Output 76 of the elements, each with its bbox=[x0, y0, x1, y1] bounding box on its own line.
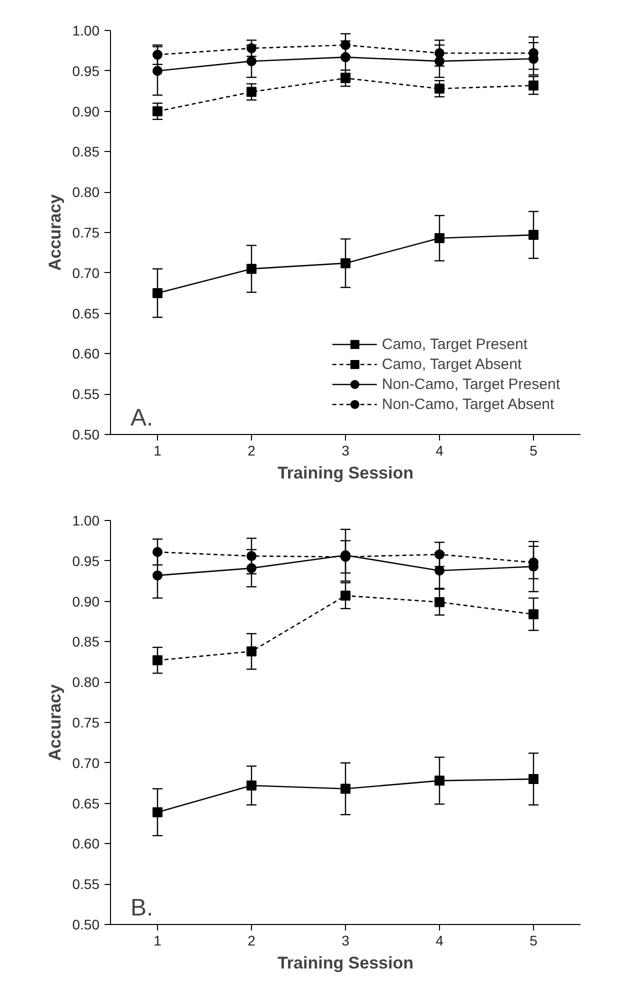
point bbox=[152, 655, 162, 666]
y-tick-label: 0.80 bbox=[72, 674, 100, 690]
point bbox=[528, 80, 538, 90]
point bbox=[246, 563, 256, 574]
point bbox=[246, 86, 256, 97]
point bbox=[340, 40, 350, 50]
y-tick-label: 0.65 bbox=[72, 305, 100, 322]
point bbox=[246, 780, 256, 791]
point bbox=[246, 646, 256, 656]
y-tick-label: 0.70 bbox=[72, 264, 100, 281]
x-tick-label: 1 bbox=[154, 932, 162, 948]
x-tick-label: 2 bbox=[248, 442, 256, 458]
y-tick-label: 0.95 bbox=[72, 552, 100, 569]
point bbox=[528, 230, 538, 240]
y-tick-label: 0.85 bbox=[72, 144, 100, 160]
point bbox=[340, 52, 350, 62]
x-tick-label: 4 bbox=[436, 442, 444, 458]
legend-label: Camo, Target Absent bbox=[382, 356, 522, 372]
y-tick-label: 0.95 bbox=[72, 62, 100, 79]
point bbox=[434, 233, 444, 244]
x-tick-label: 2 bbox=[248, 932, 256, 948]
point bbox=[152, 66, 162, 76]
y-tick-label: 0.75 bbox=[72, 224, 100, 240]
point bbox=[528, 774, 538, 784]
x-axis-title: Training Session bbox=[277, 954, 414, 972]
point bbox=[434, 566, 444, 576]
y-tick-label: 0.85 bbox=[72, 634, 100, 650]
y-tick-label: 0.80 bbox=[72, 184, 100, 200]
legend-label: Camo, Target Present bbox=[382, 336, 528, 352]
y-tick-label: 0.75 bbox=[72, 714, 100, 730]
x-tick-label: 3 bbox=[342, 442, 350, 458]
y-tick-label: 0.90 bbox=[72, 103, 100, 120]
y-tick-label: 0.50 bbox=[72, 916, 100, 932]
point bbox=[246, 43, 256, 54]
point bbox=[340, 73, 350, 84]
point bbox=[434, 84, 444, 94]
y-tick-label: 0.90 bbox=[72, 593, 100, 610]
point bbox=[434, 597, 444, 608]
point bbox=[152, 288, 162, 298]
y-tick-label: 0.55 bbox=[72, 876, 100, 892]
y-tick-label: 0.70 bbox=[72, 754, 100, 771]
point bbox=[340, 784, 350, 794]
y-tick-label: 0.50 bbox=[72, 426, 100, 442]
point bbox=[246, 551, 256, 562]
annotation: B. bbox=[130, 894, 154, 922]
legend-label: Non-Camo, Target Present bbox=[382, 376, 560, 392]
point bbox=[340, 590, 350, 601]
legend-label: Non-Camo, Target Absent bbox=[382, 396, 554, 412]
y-tick-label: 0.65 bbox=[72, 795, 100, 812]
x-tick-label: 5 bbox=[530, 442, 538, 458]
x-tick-label: 1 bbox=[154, 442, 162, 458]
point bbox=[152, 547, 162, 558]
y-tick-label: 1.00 bbox=[72, 22, 100, 38]
point bbox=[246, 56, 256, 66]
annotation: A. bbox=[130, 404, 154, 432]
y-axis-title: Accuracy bbox=[45, 194, 64, 271]
point bbox=[152, 106, 162, 116]
point bbox=[434, 48, 444, 58]
point bbox=[340, 258, 350, 268]
y-tick-label: 1.00 bbox=[72, 512, 100, 528]
y-tick-label: 0.55 bbox=[72, 386, 100, 402]
point bbox=[152, 50, 162, 60]
y-axis-title: Accuracy bbox=[45, 684, 64, 761]
point bbox=[246, 264, 256, 274]
y-tick-label: 0.60 bbox=[72, 346, 100, 362]
y-tick-label: 0.60 bbox=[72, 836, 100, 852]
x-axis-title: Training Session bbox=[277, 464, 414, 482]
point bbox=[434, 549, 444, 560]
x-tick-label: 5 bbox=[530, 932, 538, 948]
x-tick-label: 4 bbox=[436, 932, 444, 948]
point bbox=[434, 776, 444, 786]
point bbox=[434, 56, 444, 66]
point bbox=[528, 609, 538, 620]
x-tick-label: 3 bbox=[342, 932, 350, 948]
point bbox=[152, 570, 162, 580]
point bbox=[152, 807, 162, 818]
